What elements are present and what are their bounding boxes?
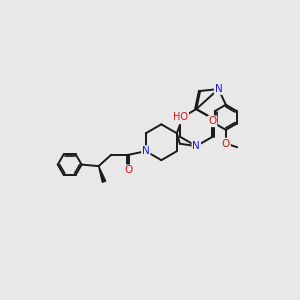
Text: O: O bbox=[208, 116, 216, 126]
Text: N: N bbox=[215, 84, 222, 94]
Text: N: N bbox=[176, 113, 184, 123]
Text: N: N bbox=[142, 146, 150, 156]
Text: O: O bbox=[222, 139, 230, 148]
Polygon shape bbox=[99, 166, 106, 182]
Text: N: N bbox=[192, 141, 200, 151]
Text: HO: HO bbox=[173, 112, 188, 122]
Text: O: O bbox=[124, 165, 133, 175]
